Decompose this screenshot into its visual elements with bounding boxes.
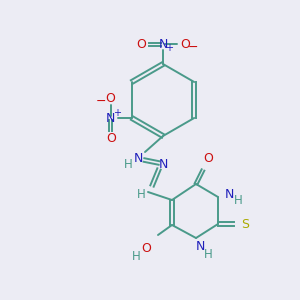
- Text: N: N: [133, 152, 143, 164]
- Text: +: +: [165, 43, 173, 53]
- Text: −: −: [188, 40, 198, 53]
- Text: H: H: [132, 250, 140, 262]
- Text: N: N: [106, 112, 116, 124]
- Text: O: O: [180, 38, 190, 50]
- Text: H: H: [204, 248, 212, 260]
- Text: N: N: [158, 158, 168, 172]
- Text: O: O: [105, 92, 115, 104]
- Text: H: H: [136, 188, 146, 200]
- Text: N: N: [158, 38, 168, 50]
- Text: −: −: [96, 94, 106, 107]
- Text: H: H: [124, 158, 132, 170]
- Text: N: N: [224, 188, 234, 200]
- Text: H: H: [234, 194, 242, 208]
- Text: O: O: [141, 242, 151, 254]
- Text: O: O: [136, 38, 146, 50]
- Text: O: O: [106, 131, 116, 145]
- Text: +: +: [113, 108, 121, 118]
- Text: S: S: [241, 218, 249, 230]
- Text: N: N: [195, 239, 205, 253]
- Text: O: O: [203, 152, 213, 164]
